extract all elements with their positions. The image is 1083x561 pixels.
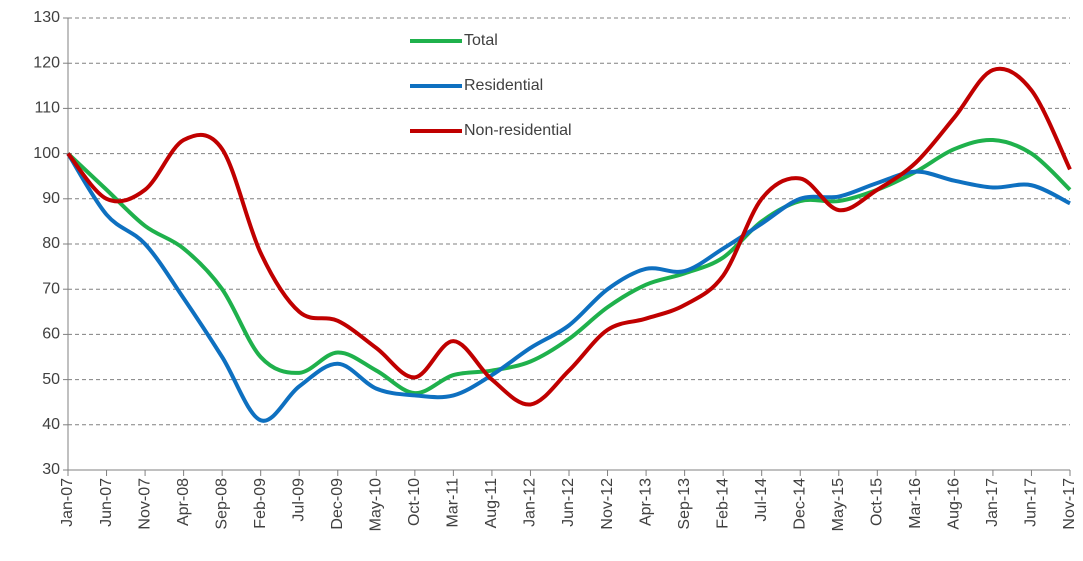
y-tick-label: 70 xyxy=(42,280,60,297)
y-tick-label: 100 xyxy=(33,145,60,162)
x-tick-label: Jul-14 xyxy=(753,478,770,522)
x-tick-label: Aug-16 xyxy=(946,478,963,530)
y-tick-label: 130 xyxy=(33,9,60,26)
x-tick-label: Jun-17 xyxy=(1023,478,1040,527)
x-tick-label: Dec-14 xyxy=(791,478,808,530)
x-tick-label: Dec-09 xyxy=(329,478,346,530)
line-series xyxy=(66,66,1072,407)
x-tick-label: Jul-09 xyxy=(290,478,307,522)
x-tick-label: Oct-15 xyxy=(869,478,886,526)
y-tick-label: 80 xyxy=(42,235,60,252)
y-tick-label: 30 xyxy=(42,461,60,478)
x-tick-label: May-10 xyxy=(368,478,385,531)
y-tick-label: 60 xyxy=(42,326,60,343)
y-tick-label: 110 xyxy=(34,100,60,117)
x-tick-label: Jan-12 xyxy=(522,478,539,527)
x-tick-label: Mar-16 xyxy=(907,478,924,529)
x-tick-label: Oct-10 xyxy=(406,478,423,526)
line-series xyxy=(66,137,1072,396)
y-tick-label: 40 xyxy=(42,416,60,433)
y-tick-label: 120 xyxy=(33,54,60,71)
x-tick-label: May-15 xyxy=(830,478,847,531)
x-tick-label: Apr-13 xyxy=(637,478,654,526)
legend-label: Non-residential xyxy=(464,122,572,139)
x-tick-label: Sep-13 xyxy=(676,478,693,530)
x-tick-label: Jan-07 xyxy=(59,478,76,527)
x-tick-label: Jun-07 xyxy=(98,478,115,527)
legend-label: Total xyxy=(464,32,498,49)
y-tick-label: 90 xyxy=(42,190,60,207)
x-tick-label: Feb-14 xyxy=(714,478,731,529)
x-tick-label: Nov-12 xyxy=(599,478,616,530)
x-tick-label: Aug-11 xyxy=(483,478,500,529)
x-tick-label: Nov-17 xyxy=(1061,478,1078,530)
x-tick-label: Jan-17 xyxy=(984,478,1001,527)
legend-label: Residential xyxy=(464,77,543,94)
x-tick-label: Apr-08 xyxy=(175,478,192,526)
x-tick-label: Mar-11 xyxy=(445,478,462,528)
y-tick-label: 50 xyxy=(42,371,60,388)
x-tick-label: Feb-09 xyxy=(252,478,269,529)
x-tick-label: Nov-07 xyxy=(136,478,153,530)
x-tick-label: Sep-08 xyxy=(213,478,230,530)
x-tick-label: Jun-12 xyxy=(560,478,577,527)
